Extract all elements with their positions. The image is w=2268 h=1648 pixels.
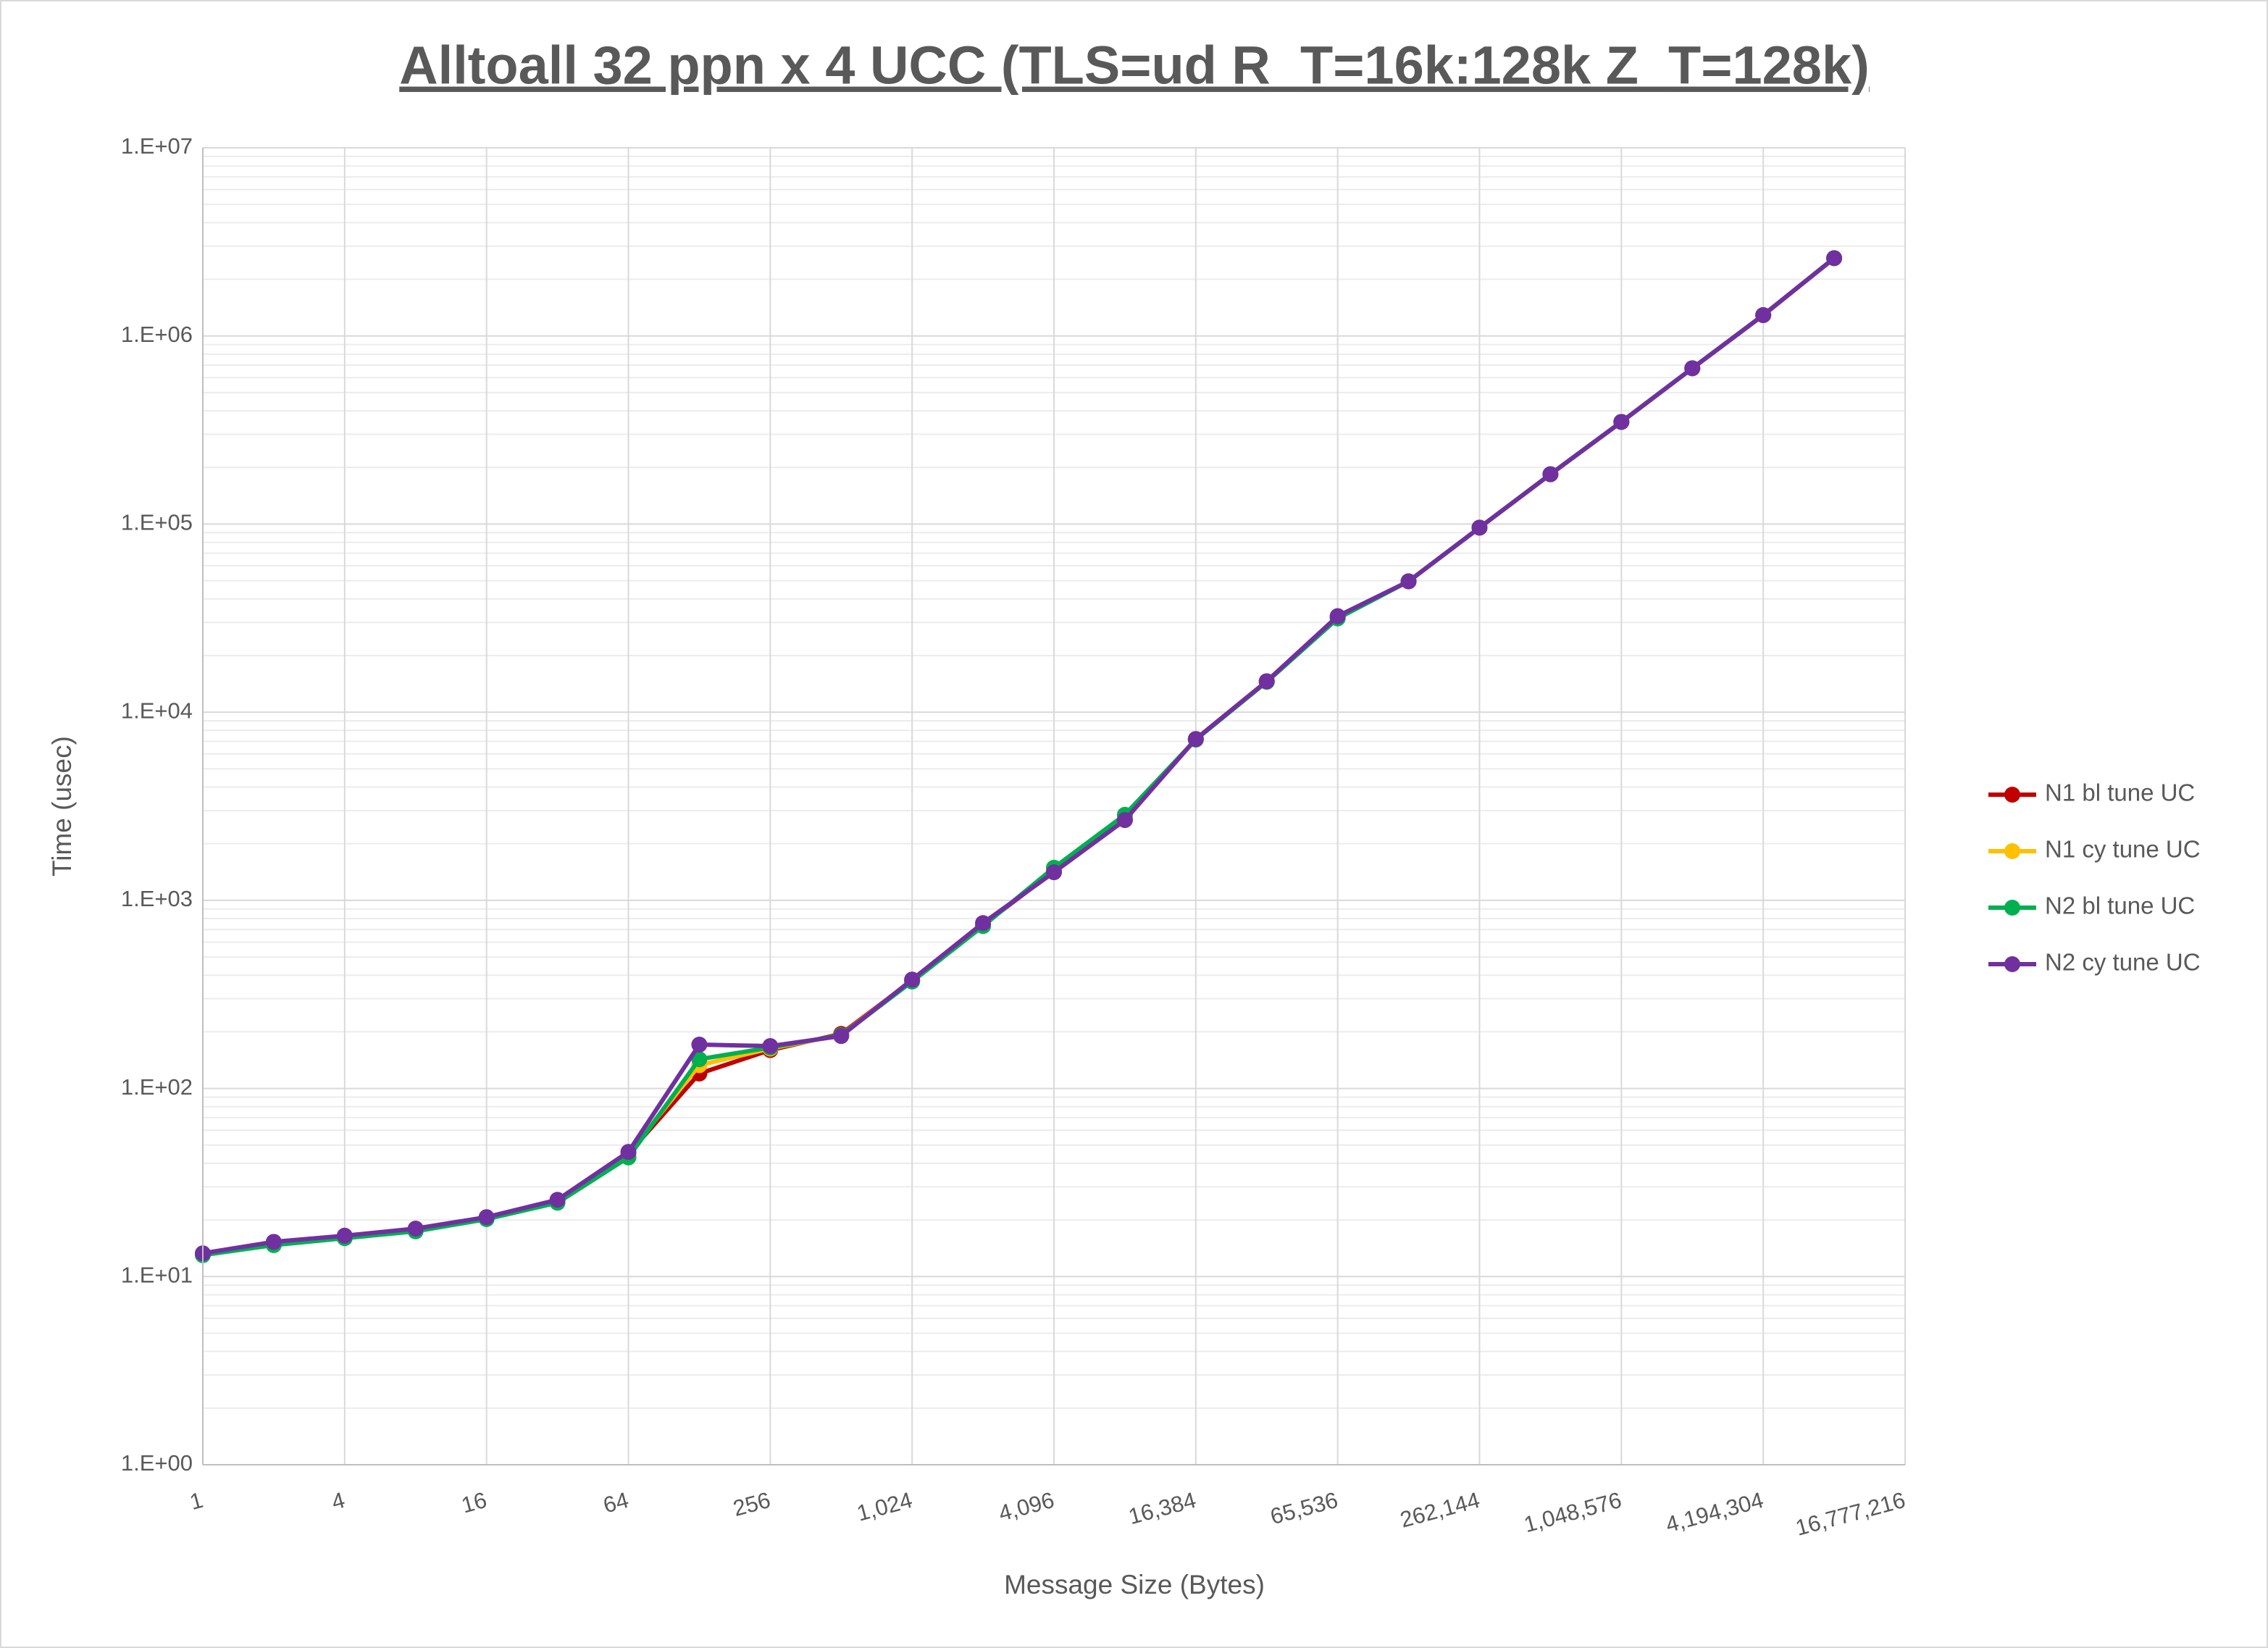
data-point: [336, 1227, 353, 1244]
data-point: [478, 1209, 495, 1226]
data-point: [1684, 360, 1701, 377]
data-point: [549, 1192, 566, 1208]
y-tick-label: 1.E+06: [121, 322, 193, 347]
data-point: [1400, 573, 1417, 590]
y-axis-title: Time (usec): [47, 736, 77, 877]
data-point: [833, 1028, 850, 1045]
y-tick-label: 1.E+01: [121, 1262, 193, 1287]
legend-marker: [2004, 900, 2020, 916]
data-point: [1187, 731, 1204, 748]
legend-label: N1 cy tune UC: [2045, 836, 2201, 863]
y-tick-label: 1.E+07: [121, 133, 193, 159]
chart-title: Alltoall 32 ppn x 4 UCC (TLS=ud R_T=16k:…: [399, 35, 1870, 96]
data-point: [1046, 864, 1062, 881]
data-point: [1755, 306, 1772, 323]
legend-marker: [2004, 787, 2020, 803]
data-point: [1613, 414, 1630, 430]
data-point: [1329, 608, 1346, 624]
legend-label: N1 bl tune UC: [2045, 779, 2195, 806]
data-point: [620, 1144, 637, 1160]
y-tick-label: 1.E+04: [121, 698, 193, 723]
data-point: [265, 1234, 282, 1250]
y-tick-label: 1.E+02: [121, 1074, 193, 1100]
data-point: [691, 1051, 708, 1068]
y-tick-label: 1.E+05: [121, 510, 193, 535]
x-axis-title: Message Size (Bytes): [1004, 1570, 1265, 1599]
data-point: [975, 915, 992, 932]
data-point: [1258, 673, 1275, 690]
grid: [202, 147, 1906, 1465]
y-tick-label: 1.E+03: [121, 886, 193, 911]
series-line: [202, 256, 1836, 1256]
legend-marker: [2004, 956, 2020, 972]
y-tick-label: 1.E+00: [121, 1450, 193, 1476]
data-point: [1826, 250, 1843, 267]
data-point: [1542, 466, 1559, 482]
legend-marker: [2004, 843, 2020, 859]
data-point: [1116, 812, 1133, 829]
data-point: [691, 1037, 708, 1053]
data-point: [904, 971, 921, 988]
legend-label: N2 bl tune UC: [2045, 892, 2195, 919]
data-point: [407, 1220, 424, 1237]
legend-label: N2 cy tune UC: [2045, 949, 2201, 976]
data-point: [762, 1038, 779, 1055]
data-point: [1471, 519, 1488, 536]
